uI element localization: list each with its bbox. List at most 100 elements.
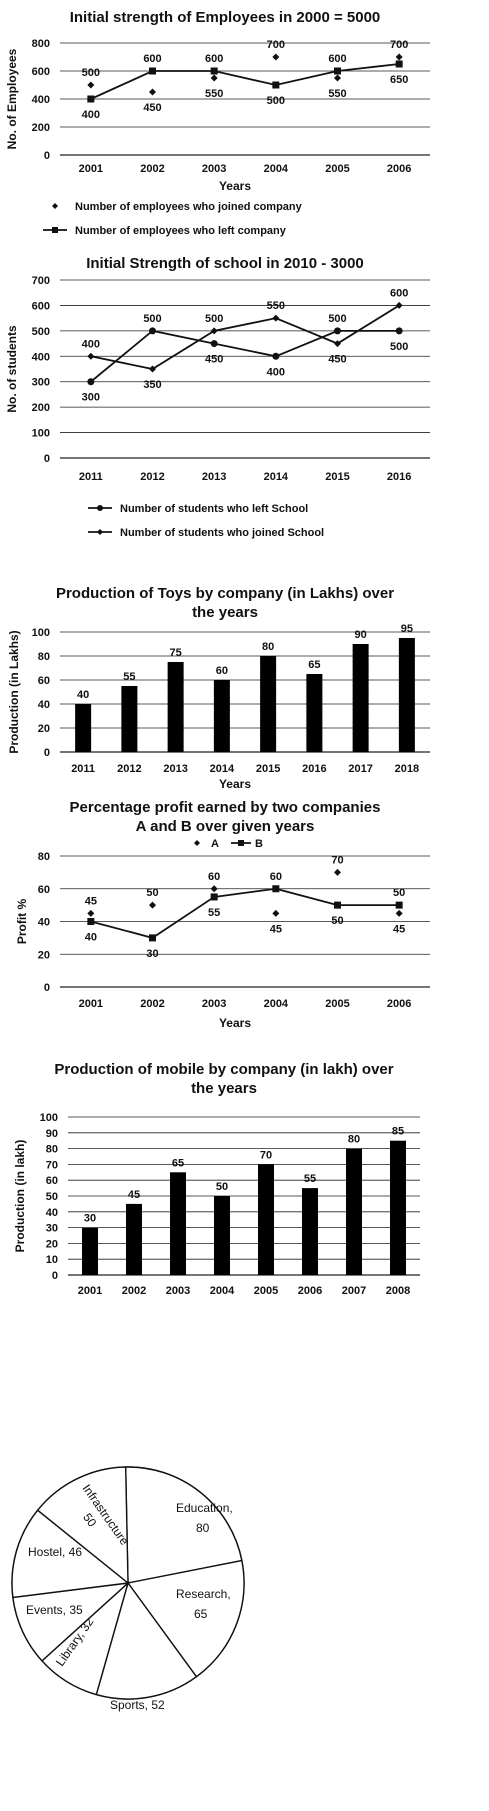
chart1-ytick-100: 100 (32, 428, 50, 440)
chart4-ytick-100: 100 (40, 1112, 58, 1124)
chart2-ytick-80: 80 (38, 651, 50, 663)
chart1-xtick-2016: 2016 (387, 471, 411, 483)
chart0-xtick-2004: 2004 (264, 163, 289, 175)
chart3-series-a-point-2006 (395, 909, 403, 917)
chart1-label-above-2012: 500 (143, 313, 161, 325)
chart1-series-number-of-students-who-joined-school-point-2015 (334, 340, 341, 348)
chart1-ytick-200: 200 (32, 402, 50, 414)
chart0-label-above-2002: 600 (143, 53, 161, 65)
chart1-legend-label-number-of-students-who-left-school: Number of students who left School (120, 503, 308, 515)
chart3-series-b-point-2005 (334, 901, 341, 909)
chart1-ytick-400: 400 (32, 351, 50, 363)
chart1-ytick-600: 600 (32, 300, 50, 312)
chart0-xtick-2005: 2005 (325, 163, 349, 175)
chart0-label-above-2005: 600 (328, 53, 346, 65)
chart1-label-below-2015: 450 (328, 354, 346, 366)
chart3-series-b-point-2001 (87, 918, 95, 925)
chart0-legend-marker-number-of-employees-who-joined-company (52, 203, 58, 209)
chart4-bar-2006 (302, 1188, 318, 1275)
chart4-bar-label-2007: 80 (348, 1134, 360, 1146)
chart3-ytick-40: 40 (38, 917, 50, 929)
chart2-xtick-2011: 2011 (71, 763, 95, 775)
chart3-ytick-80: 80 (38, 851, 50, 863)
chart0-series-number-of-employees-who-left-company-point-2006 (395, 60, 403, 68)
chart4-bar-2005 (258, 1164, 274, 1275)
chart2-title-line-1: Production of Toys by company (in Lakhs)… (56, 585, 394, 602)
chart2-ytick-100: 100 (32, 627, 50, 639)
chart2-bar-2013 (167, 662, 184, 752)
chart3-series-b-line (90, 887, 400, 939)
chart2-ytick-20: 20 (38, 723, 50, 735)
chart4-ytick-70: 70 (46, 1159, 58, 1171)
chart0-ytick-800: 800 (32, 38, 50, 50)
chart1-series-number-of-students-who-left-school-point-2011 (87, 378, 95, 386)
chart0-label-below-2002: 450 (143, 102, 161, 114)
chart4-xtick-2001: 2001 (78, 1285, 102, 1297)
chart3-legend-label-b: B (255, 838, 263, 850)
chart2-xtick-2015: 2015 (256, 763, 280, 775)
chart0-label-below-2005: 550 (328, 88, 346, 100)
chart4-xtick-2005: 2005 (254, 1285, 278, 1297)
chart3-label-above-2004: 60 (270, 871, 282, 883)
chart2-bar-label-2013: 75 (170, 647, 182, 659)
chart3-xtick-2004: 2004 (264, 998, 289, 1010)
chart1-series-number-of-students-who-left-school-line (90, 329, 400, 383)
chart1-label-below-2016: 500 (390, 341, 408, 353)
chart2-ytick-60: 60 (38, 675, 50, 687)
chart1-label-below-2013: 450 (205, 354, 223, 366)
chart4-ytick-90: 90 (46, 1128, 58, 1140)
chart2-title-line-2: the years (192, 604, 258, 621)
chart1-series-number-of-students-who-left-school-point-2012 (149, 327, 156, 335)
chart4-bar-label-2001: 30 (84, 1213, 96, 1225)
chart2-bar-label-2016: 65 (308, 659, 320, 671)
chart0-ytick-400: 400 (32, 94, 50, 106)
chart1-legend-marker-number-of-students-who-left-school (97, 505, 103, 511)
chart3-title-line-1: Percentage profit earned by two companie… (70, 799, 381, 816)
chart3-series-a-point-2005 (334, 868, 341, 876)
chart1-label-above-2011: 400 (82, 338, 100, 350)
chart3-label-below-2001: 40 (85, 932, 97, 944)
chart0-ylabel: No. of Employees (5, 48, 19, 149)
chart0-xtick-2002: 2002 (140, 163, 164, 175)
chart3-label-above-2003: 60 (208, 871, 220, 883)
chart1-series-number-of-students-who-joined-school-point-2014 (272, 314, 280, 322)
chart3-label-below-2006: 45 (393, 923, 405, 935)
chart1-series-number-of-students-who-left-school-point-2014 (272, 352, 280, 360)
chart5-slice-value-research: 65 (194, 1607, 208, 1621)
chart5-slice-label-education: Education, (176, 1501, 233, 1515)
chart1-label-below-2011: 300 (82, 392, 100, 404)
chart0-series-number-of-employees-who-left-company-point-2003 (210, 67, 218, 75)
chart2-bar-label-2014: 60 (216, 665, 228, 677)
chart3-series-a-point-2001 (87, 909, 95, 917)
chart3-series-a-point-2004 (272, 909, 280, 917)
chart0-xtick-2006: 2006 (387, 163, 411, 175)
chart0-label-above-2006: 700 (390, 39, 408, 51)
chart1-ytick-500: 500 (32, 326, 50, 338)
chart4-xtick-2007: 2007 (342, 1285, 366, 1297)
chart0-xlabel: Years (219, 179, 251, 193)
chart0-ytick-600: 600 (32, 66, 50, 78)
chart2-bar-label-2018: 95 (401, 623, 413, 635)
chart1-series-number-of-students-who-left-school-point-2013 (210, 340, 218, 348)
chart1-xtick-2013: 2013 (202, 471, 226, 483)
chart3-series-a-point-2002 (149, 901, 156, 909)
chart1-ytick-0: 0 (44, 453, 50, 465)
chart4-ytick-40: 40 (46, 1207, 58, 1219)
chart3-xlabel: Years (219, 1016, 251, 1030)
chart4-bar-label-2004: 50 (216, 1181, 228, 1193)
chart0-series-number-of-employees-who-joined-company-point-2002 (149, 88, 156, 96)
chart3-legend-marker-b (238, 840, 244, 846)
chart1-legend-marker-number-of-students-who-joined-school (97, 529, 103, 535)
chart2-ylabel: Production (in Lakhs) (7, 630, 21, 753)
chart4-xtick-2008: 2008 (386, 1285, 410, 1297)
chart1-series-number-of-students-who-joined-school-line (90, 304, 400, 370)
chart5-slice-label-research: Research, (176, 1587, 231, 1601)
chart0-legend-label-number-of-employees-who-joined-company: Number of employees who joined company (75, 201, 303, 213)
chart3-label-above-2002: 50 (146, 887, 158, 899)
chart0-series-number-of-employees-who-joined-company-point-2006 (395, 53, 403, 61)
chart1-ylabel: No. of students (5, 325, 19, 413)
chart3-ylabel: Profit % (15, 899, 29, 945)
chart2-bar-label-2012: 55 (123, 671, 135, 683)
chart0-series-number-of-employees-who-joined-company-point-2005 (334, 74, 341, 82)
chart1-ytick-700: 700 (32, 275, 50, 287)
